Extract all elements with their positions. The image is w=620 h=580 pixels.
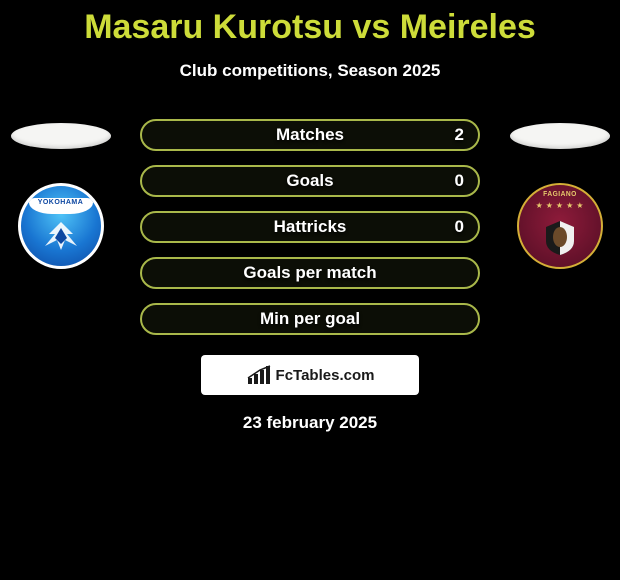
player-right-label-oval (510, 123, 610, 149)
stat-row-goals-per-match: Goals per match (140, 257, 480, 289)
stat-label: Goals per match (243, 263, 376, 283)
club-badge-left-bird-icon (39, 220, 83, 252)
stat-label: Min per goal (260, 309, 360, 329)
stats-list: Matches 2 Goals 0 Hattricks 0 Goals per … (140, 119, 480, 335)
stat-row-goals: Goals 0 (140, 165, 480, 197)
stat-label: Hattricks (274, 217, 347, 237)
stat-row-matches: Matches 2 (140, 119, 480, 151)
stat-label: Goals (286, 171, 333, 191)
stat-value: 2 (455, 125, 464, 145)
page-title: Masaru Kurotsu vs Meireles (0, 8, 620, 47)
club-badge-right-shield-icon (540, 217, 580, 257)
club-badge-right-text: FAGIANO (528, 191, 591, 198)
club-badge-right-stars-icon: ★★★★★ (536, 201, 584, 210)
comparison-widget: Masaru Kurotsu vs Meireles Club competit… (0, 0, 620, 580)
stat-label: Matches (276, 125, 344, 145)
stat-value: 0 (455, 217, 464, 237)
attribution-box[interactable]: FcTables.com (201, 355, 419, 395)
stat-row-min-per-goal: Min per goal (140, 303, 480, 335)
club-badge-right: FAGIANO ★★★★★ (517, 183, 603, 269)
player-left-column: YOKOHAMA (8, 119, 113, 269)
club-badge-left-text: YOKOHAMA (38, 199, 84, 206)
stats-area: YOKOHAMA FAGIANO ★★★★★ (0, 119, 620, 335)
player-left-label-oval (11, 123, 111, 149)
stat-value: 0 (455, 171, 464, 191)
page-subtitle: Club competitions, Season 2025 (0, 61, 620, 81)
stat-row-hattricks: Hattricks 0 (140, 211, 480, 243)
bar-chart-icon (246, 364, 272, 386)
attribution-text: FcTables.com (276, 367, 375, 384)
player-right-column: FAGIANO ★★★★★ (507, 119, 612, 269)
club-badge-left: YOKOHAMA (18, 183, 104, 269)
date-label: 23 february 2025 (0, 413, 620, 433)
